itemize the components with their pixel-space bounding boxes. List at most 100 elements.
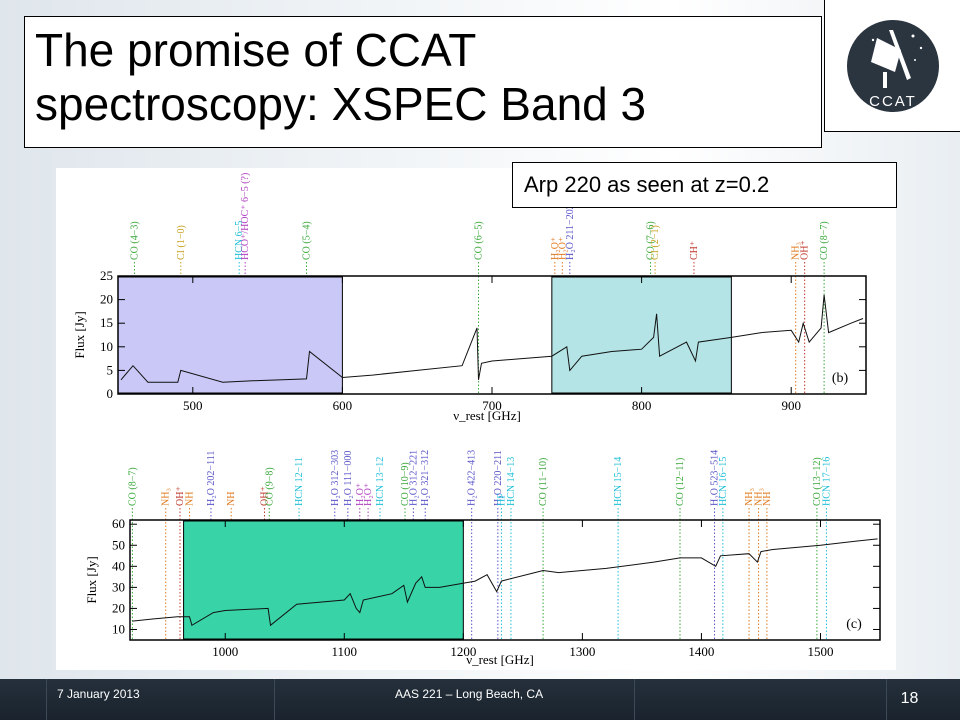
slide-title: The promise of CCAT spectroscopy: XSPEC … — [24, 16, 822, 148]
panel-c: CO (8−7) NH₃ OH⁺NH H₂O 202−111 NH OH⁺CO (9−8)… — [84, 450, 881, 667]
panel-tag: (c) — [846, 617, 862, 632]
x-tick-label: 1200 — [450, 644, 476, 659]
line-label: NH₃ — [791, 242, 802, 260]
annotation-box: Arp 220 as seen at z=0.2 — [512, 162, 897, 208]
line-label: CO (13−12) — [812, 457, 823, 506]
line-label: H₂O⁺ — [550, 237, 561, 260]
line-label: OH⁺ — [800, 240, 811, 260]
page-number: 18 — [900, 690, 919, 707]
line-label: NH₃ — [754, 488, 765, 506]
line-label: CI (2−1) — [650, 225, 661, 260]
line-label: HCO⁺/HOC⁺ 6−5 (?) — [240, 173, 251, 260]
ccat-logo: CCAT — [824, 0, 960, 132]
footer-venue-cell: AAS 221 – Long Beach, CA — [274, 679, 634, 720]
x-tick-label: 500 — [183, 398, 203, 413]
line-label: H₂O 523−514 — [710, 450, 721, 506]
y-tick-label: 50 — [112, 537, 125, 552]
band-highlight — [183, 520, 464, 640]
line-label: CI (1−0) — [176, 225, 187, 260]
x-tick-label: 600 — [333, 398, 353, 413]
x-tick-label: 1500 — [807, 644, 833, 659]
footer-date-cell: 7 January 2013 — [46, 679, 274, 720]
y-tick-label: 30 — [112, 579, 125, 594]
y-tick-label: 20 — [112, 600, 125, 615]
line-label: H₂O⁺ — [355, 483, 366, 506]
band-highlight — [117, 276, 343, 394]
line-label: HCN 13−12 — [375, 457, 386, 506]
line-label: NH — [762, 492, 773, 506]
line-label: HCN 14−13 — [506, 457, 517, 506]
line-label: H₂O⁺ — [363, 483, 374, 506]
line-label: OH⁺ — [175, 486, 186, 506]
line-label: OH⁺ — [260, 486, 271, 506]
line-label: CO (12−11) — [675, 458, 686, 506]
x-tick-label: 900 — [781, 398, 801, 413]
line-label: CO (4−3) — [129, 221, 140, 260]
line-label: CO (11−10) — [538, 458, 549, 506]
line-label: CO (10−9) — [400, 462, 411, 506]
y-tick-label: 10 — [112, 621, 125, 636]
line-label: HF — [496, 493, 507, 506]
x-tick-label: 1400 — [688, 644, 714, 659]
x-tick-label: 1000 — [212, 644, 238, 659]
line-label: CO (9−8) — [264, 467, 275, 506]
line-label: H₂O⁺ — [557, 237, 568, 260]
x-tick-label: 1300 — [569, 644, 595, 659]
y-tick-label: 5 — [107, 362, 114, 377]
line-label: H₂O 211−202 — [565, 204, 576, 260]
line-label: HCN 16−15 — [718, 457, 729, 506]
line-label: NH₃ — [161, 488, 172, 506]
spectrum-line — [132, 538, 878, 627]
line-label: CO (6−5) — [474, 221, 485, 260]
footer-page-cell: 18 — [886, 679, 932, 720]
line-label: H₂O 422−413 — [467, 450, 478, 506]
annotation-text: Arp 220 as seen at z=0.2 — [524, 172, 770, 197]
line-label: H₂O 220−211 — [493, 450, 504, 506]
y-tick-label: 40 — [112, 558, 125, 573]
line-label: HCN 17−16 — [821, 457, 832, 506]
line-label: NH₃ — [744, 488, 755, 506]
line-label: HCN 6−5 — [234, 221, 245, 260]
ccat-logo-icon: CCAT — [847, 20, 939, 112]
footer-spacer — [0, 679, 46, 720]
x-axis-label: ν_rest [GHz] — [466, 652, 534, 667]
line-label: HCN 15−14 — [613, 457, 624, 506]
line-label: H₂O 312−221 — [408, 450, 419, 506]
spectrum-line — [120, 294, 864, 383]
line-label: CO (8−7) — [127, 467, 138, 506]
line-label: HCN 12−11 — [294, 457, 305, 506]
y-tick-label: 15 — [100, 315, 113, 330]
x-tick-label: 800 — [632, 398, 652, 413]
line-label: CO (7−6) — [646, 221, 657, 260]
line-label: NH — [226, 492, 237, 506]
line-label: H₂O 321−312 — [420, 450, 431, 506]
plot-frame — [129, 519, 881, 641]
y-tick-label: 20 — [100, 292, 113, 307]
y-axis-label: Flux [Jy] — [72, 311, 87, 358]
x-tick-label: 700 — [482, 398, 502, 413]
y-tick-label: 10 — [100, 339, 113, 354]
y-tick-label: 25 — [100, 268, 113, 283]
line-label: CH⁺ — [689, 241, 700, 260]
line-label: H₂O 111−000 — [343, 451, 354, 506]
line-label: H₂O 312−303 — [330, 450, 341, 506]
y-tick-label: 60 — [112, 516, 125, 531]
y-axis-label: Flux [Jy] — [84, 556, 99, 603]
footer-bar: 7 January 2013 AAS 221 – Long Beach, CA … — [0, 679, 960, 720]
y-tick-label: 0 — [107, 386, 114, 401]
line-label: CO (8−7) — [819, 221, 830, 260]
band-highlight — [551, 276, 732, 394]
line-label: CO (5−4) — [301, 221, 312, 260]
x-axis-label: ν_rest [GHz] — [453, 408, 521, 423]
logo-text: CCAT — [869, 93, 917, 110]
footer-date: 7 January 2013 — [57, 687, 140, 701]
spectrum-figure: CO (4−3) CI (1−0) HCN 6−5 HCO⁺/HOC⁺ 6−5 (?)… — [56, 168, 896, 670]
title-line-2: spectroscopy: XSPEC Band 3 — [35, 78, 647, 130]
line-label: H₂O 202−111 — [206, 451, 217, 506]
panel-tag: (b) — [832, 371, 849, 386]
title-line-1: The promise of CCAT — [35, 24, 477, 76]
x-tick-label: 1100 — [332, 644, 358, 659]
line-label: NH — [185, 492, 196, 506]
